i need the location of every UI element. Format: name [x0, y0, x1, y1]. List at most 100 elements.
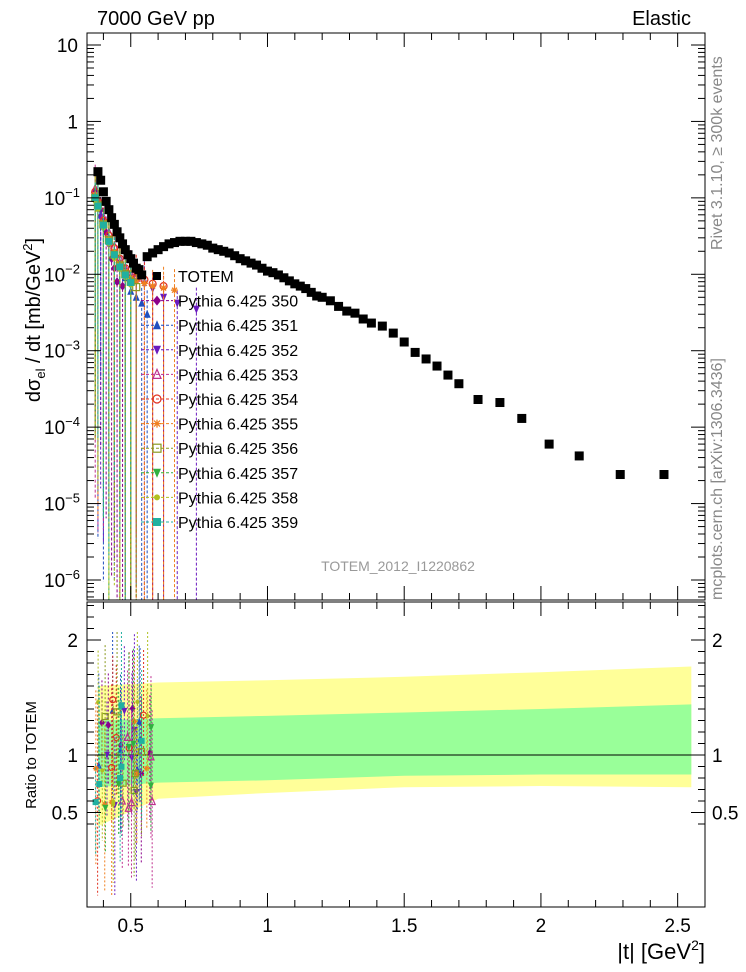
- data-point: [219, 246, 229, 256]
- ratio-y-tick-label: 2: [712, 631, 723, 652]
- ratio-y-tick-label: 2: [67, 631, 78, 652]
- data-point: [358, 314, 368, 324]
- mc-point: [119, 281, 127, 291]
- ratio-ylabel: Ratio to TOTEM: [23, 701, 40, 809]
- data-point: [153, 245, 163, 255]
- legend-marker: [153, 272, 161, 280]
- mc-point: [113, 277, 121, 287]
- ratio-point: [109, 696, 117, 704]
- data-point: [366, 318, 376, 328]
- x-tick-label: 0.5: [118, 916, 144, 937]
- data-point: [495, 398, 505, 408]
- ratio-point: [112, 734, 120, 742]
- process-label: Elastic: [632, 8, 691, 30]
- ratio-y-tick-label: 0.5: [712, 804, 738, 825]
- legend-marker: [153, 345, 161, 355]
- ratio-point: [130, 740, 137, 748]
- data-point: [262, 266, 272, 276]
- data-point: [213, 245, 223, 255]
- data-point: [443, 370, 453, 380]
- mc-point: [132, 282, 141, 292]
- ratio-point: [102, 804, 109, 812]
- legend-label: Pythia 6.425 355: [178, 417, 298, 434]
- mc-point: [171, 286, 179, 294]
- data-point: [230, 251, 240, 261]
- ratio-point: [143, 765, 150, 772]
- legend-item: Pythia 6.425 350: [141, 294, 298, 311]
- x-tick-label: 1: [262, 916, 273, 937]
- main-frame: [86, 32, 706, 601]
- data-point: [246, 258, 256, 268]
- data-point: [473, 394, 483, 404]
- data-point: [107, 213, 117, 223]
- data-point: [306, 287, 316, 297]
- data-point: [235, 254, 245, 264]
- mc-point: [121, 271, 129, 279]
- data-point: [96, 175, 106, 185]
- ratio-y-tick-label: 0.5: [52, 804, 78, 825]
- legend: TOTEM Pythia 6.425 350 Pythia 6.425 351 Pyt…: [141, 269, 298, 532]
- data-point: [388, 328, 398, 338]
- mc-point: [99, 221, 107, 229]
- data-point: [128, 258, 138, 268]
- mc-point: [94, 202, 102, 210]
- ratio-point: [118, 795, 127, 805]
- ratio-point: [115, 780, 122, 788]
- x-tick-label: 2.5: [664, 916, 690, 937]
- legend-item: Pythia 6.425 357: [141, 466, 298, 483]
- data-point: [410, 347, 420, 357]
- x-tick-label: 1.5: [391, 916, 417, 937]
- data-point: [659, 470, 669, 480]
- legend-item: Pythia 6.425 359: [141, 515, 298, 532]
- data-point: [284, 276, 294, 286]
- mc-point: [173, 299, 181, 308]
- data-point: [342, 306, 352, 316]
- data-point: [98, 187, 108, 197]
- ratio-y-tick-label: 1: [712, 746, 723, 767]
- ratio-point: [101, 801, 108, 808]
- legend-label: Pythia 6.425 356: [178, 441, 298, 458]
- y-tick-label: 10−6: [44, 567, 80, 592]
- data-point: [350, 308, 360, 318]
- data-point: [142, 252, 152, 262]
- data-point: [241, 256, 251, 266]
- mc-point: [140, 279, 148, 287]
- legend-label: Pythia 6.425 350: [178, 294, 298, 311]
- data-point: [295, 281, 305, 291]
- main-ylabel: dσel / dt [mb/GeV2]: [20, 238, 48, 402]
- data-point: [112, 227, 122, 237]
- mc-series: [92, 176, 134, 600]
- data-point: [148, 248, 158, 258]
- data-point: [170, 238, 180, 248]
- ratio-point: [124, 802, 133, 812]
- data-point: [93, 167, 103, 177]
- ratio-point: [118, 763, 125, 770]
- data-point: [104, 205, 114, 215]
- ratio-point: [98, 718, 105, 727]
- ratio-point: [135, 699, 140, 704]
- svg-text:|t| [GeV2]: |t| [GeV2]: [617, 937, 705, 964]
- data-point: [197, 239, 207, 249]
- ratio-series: [96, 632, 150, 884]
- ratio-point: [117, 775, 124, 782]
- legend-label: Pythia 6.425 352: [178, 343, 298, 360]
- data-point: [399, 337, 409, 347]
- data-point: [252, 260, 262, 270]
- legend-marker: [152, 394, 162, 404]
- ratio-point: [133, 770, 140, 777]
- ratio-point: [96, 781, 103, 788]
- legend-marker: [152, 443, 162, 453]
- legend-marker: [153, 295, 161, 306]
- legend-label: Pythia 6.425 353: [178, 367, 298, 384]
- legend-marker: [153, 419, 161, 428]
- mc-series: [91, 181, 135, 600]
- legend-label: Pythia 6.425 351: [178, 318, 298, 335]
- x-tick-label: 2: [536, 916, 547, 937]
- legend-marker: [153, 468, 161, 478]
- ratio-series: [102, 648, 155, 854]
- mcplots-label: mcplots.cern.ch [arXiv:1306.3436]: [709, 358, 726, 600]
- data-point: [180, 236, 190, 246]
- y-tick-label: 10−5: [44, 491, 80, 516]
- data-point: [164, 239, 174, 249]
